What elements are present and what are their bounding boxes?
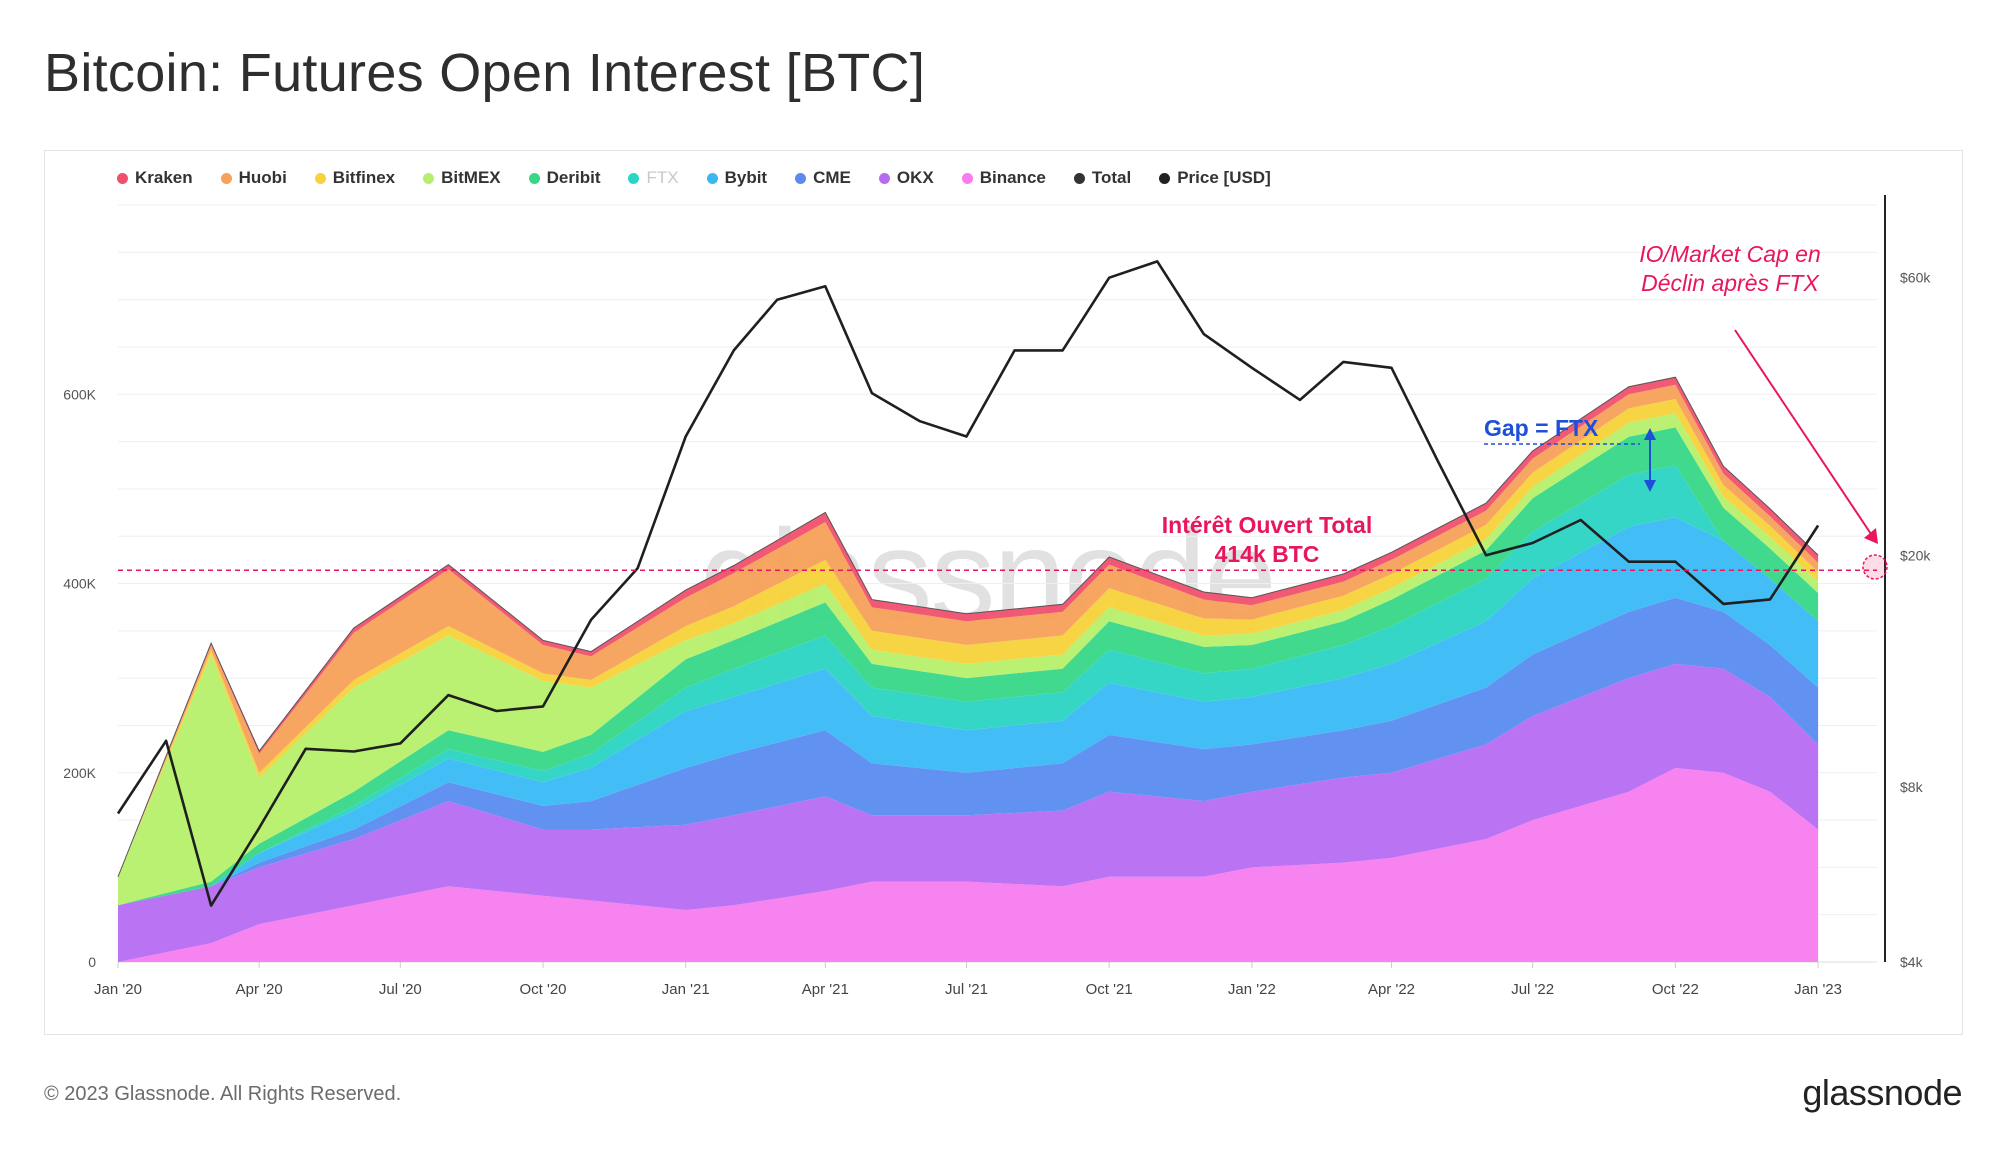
x-tick-label: Jan '21	[662, 981, 710, 998]
legend-item-deribit[interactable]: Deribit	[528, 168, 601, 188]
x-tick-label: Apr '21	[802, 981, 849, 998]
y-left-tick-label: 400K	[63, 576, 96, 592]
footer-brand-logo: glassnode	[1802, 1072, 1962, 1113]
legend-label: Huobi	[238, 168, 287, 187]
y-left-tick-label: 600K	[63, 386, 96, 402]
legend-label: Binance	[979, 168, 1046, 187]
x-tick-label: Jul '21	[945, 981, 988, 998]
area-series-binance	[118, 768, 1819, 962]
annotation-decline-2: Déclin après FTX	[1641, 270, 1820, 296]
footer-copyright: © 2023 Glassnode. All Rights Reserved.	[44, 1083, 402, 1105]
legend-dot-icon	[528, 172, 540, 184]
legend-item-total[interactable]: Total	[1073, 168, 1132, 188]
legend-item-bybit[interactable]: Bybit	[706, 168, 768, 188]
area-series-bitfinex	[118, 399, 1819, 877]
legend-dot-icon	[220, 172, 232, 184]
legend-label: CME	[813, 168, 851, 187]
x-tick-label: Jul '22	[1511, 981, 1554, 998]
decline-arrow-shaft	[1734, 329, 1874, 538]
y-right-tick-label: $20k	[1900, 547, 1931, 563]
y-right-tick-label: $4k	[1900, 954, 1924, 970]
y-left-tick-label: 0	[88, 954, 96, 970]
legend-item-price-usd[interactable]: Price [USD]	[1159, 168, 1271, 188]
legend-item-kraken[interactable]: Kraken	[117, 168, 193, 188]
legend-dot-icon	[706, 172, 718, 184]
x-tick-label: Jan '23	[1794, 981, 1842, 998]
x-tick-label: Oct '20	[519, 981, 566, 998]
area-series-bitmex	[118, 413, 1819, 906]
legend-label: Kraken	[135, 168, 193, 187]
legend-dot-icon	[1073, 172, 1085, 184]
x-tick-label: Oct '21	[1086, 981, 1133, 998]
x-tick-label: Jan '22	[1228, 981, 1276, 998]
y-right-tick-label: $60k	[1900, 270, 1931, 286]
legend-label: Bitfinex	[332, 168, 396, 187]
area-series-huobi	[118, 384, 1819, 877]
legend-label: FTX	[646, 168, 679, 187]
legend-label: Price [USD]	[1177, 168, 1271, 187]
legend-label: Total	[1091, 168, 1132, 187]
area-series-cme	[118, 597, 1819, 906]
annotation-decline: IO/Market Cap en	[1639, 241, 1821, 267]
total-oi-line	[117, 376, 1819, 877]
x-tick-label: Apr '22	[1368, 981, 1415, 998]
chart-legend: Kraken Huobi Bitfinex BitMEX Deribit FTX Bybit…	[117, 168, 1271, 188]
price-line	[116, 260, 1820, 907]
x-tick-label: Jan '20	[94, 981, 142, 998]
legend-item-cme[interactable]: CME	[795, 168, 851, 188]
legend-item-bitmex[interactable]: BitMEX	[423, 168, 501, 188]
legend-dot-icon	[423, 172, 435, 184]
legend-item-okx[interactable]: OKX	[878, 168, 934, 188]
legend-label: OKX	[896, 168, 934, 187]
legend-dot-icon	[795, 172, 807, 184]
legend-item-huobi[interactable]: Huobi	[220, 168, 287, 188]
decline-arrow-head-icon	[1864, 528, 1878, 544]
highlight-circle	[1862, 554, 1888, 580]
y-right-tick-label: $8k	[1900, 779, 1924, 795]
area-series-okx	[118, 663, 1819, 962]
legend-label: Bybit	[724, 168, 768, 187]
legend-dot-icon	[961, 172, 973, 184]
annotation-total-oi: Intérêt Ouvert Total	[1162, 512, 1372, 538]
annotation-gap-ftx: Gap = FTX	[1484, 415, 1599, 441]
legend-label: Deribit	[546, 168, 601, 187]
legend-item-binance[interactable]: Binance	[961, 168, 1046, 188]
legend-dot-icon	[628, 172, 640, 184]
annotation-total-oi-value: 414k BTC	[1215, 541, 1320, 567]
legend-dot-icon	[117, 172, 128, 184]
x-tick-label: Apr '20	[236, 981, 283, 998]
x-tick-label: Jul '20	[379, 981, 422, 998]
page-title: Bitcoin: Futures Open Interest [BTC]	[44, 43, 926, 103]
gap-arrow-head-down-icon	[1644, 480, 1656, 492]
x-tick-label: Oct '22	[1652, 981, 1699, 998]
area-series-ftx	[118, 465, 1819, 906]
legend-label: BitMEX	[441, 168, 501, 187]
legend-item-ftx[interactable]: FTX	[628, 168, 679, 188]
legend-dot-icon	[1159, 172, 1171, 184]
legend-item-bitfinex[interactable]: Bitfinex	[314, 168, 396, 188]
legend-dot-icon	[878, 172, 890, 184]
gap-arrow-head-up-icon	[1644, 428, 1656, 440]
legend-dot-icon	[314, 172, 326, 184]
y-left-tick-label: 200K	[63, 765, 96, 781]
area-series-bybit	[118, 517, 1819, 906]
